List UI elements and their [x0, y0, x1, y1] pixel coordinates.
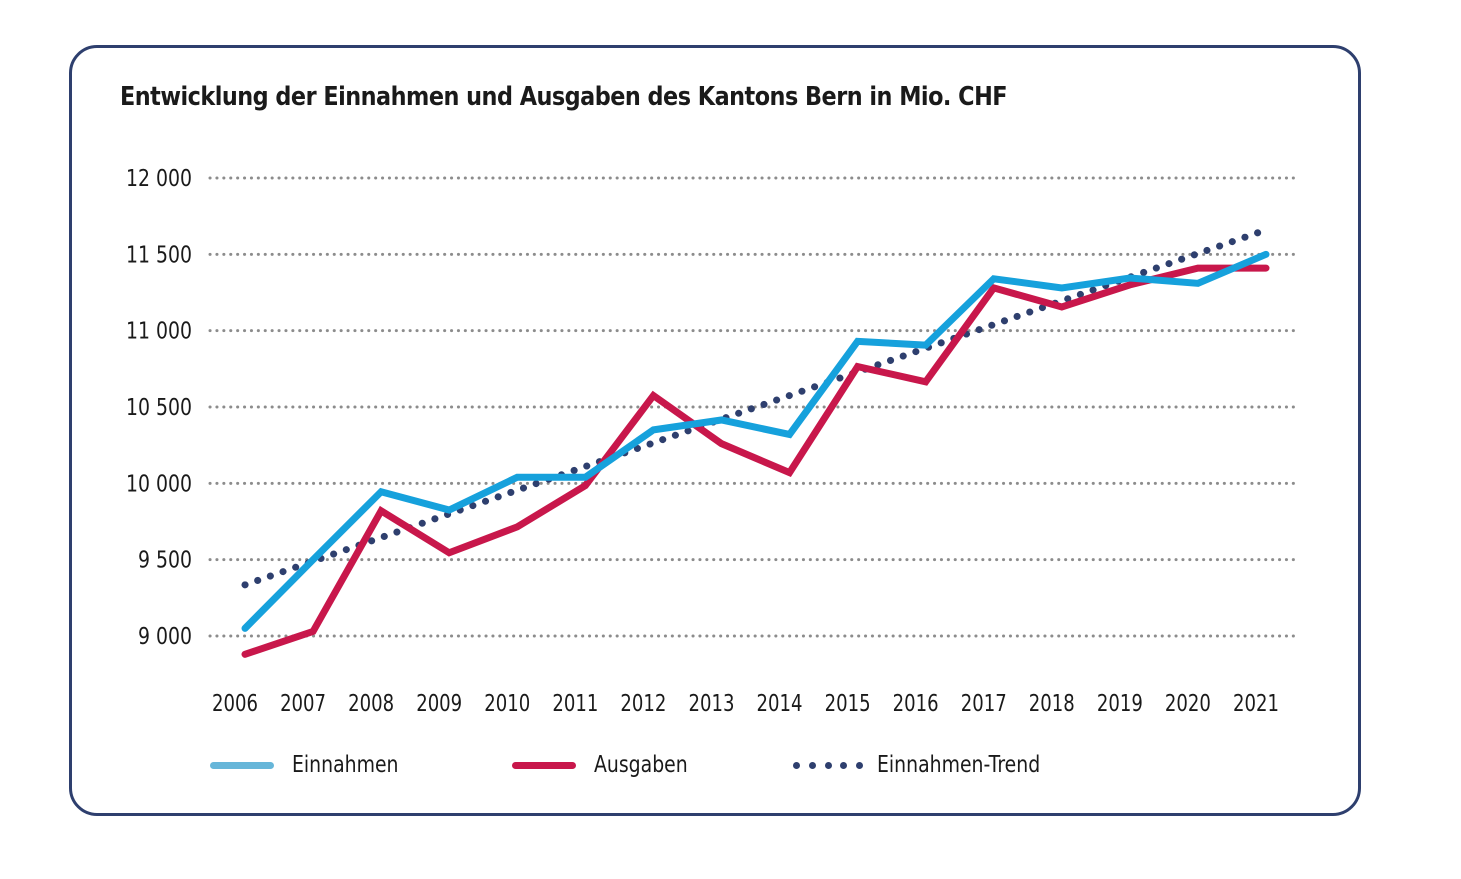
- x-tick-label: 2017: [961, 691, 1007, 717]
- legend-label-einnahmen-trend: Einnahmen-Trend: [877, 752, 1041, 778]
- x-tick-label: 2009: [416, 691, 462, 717]
- series-line-einnahmen-trend: [241, 226, 1270, 589]
- legend-item-ausgaben: Ausgaben: [512, 748, 708, 782]
- chart-frame: [69, 45, 1361, 816]
- series-line-einnahmen: [241, 250, 1270, 632]
- y-tick-label: 11 500: [126, 242, 192, 268]
- y-tick-label: 12 000: [126, 166, 192, 192]
- y-tick-label: 11 000: [126, 319, 192, 345]
- gridlines: [208, 176, 1302, 638]
- x-tick-label: 2020: [1165, 691, 1211, 717]
- legend-label-ausgaben: Ausgaben: [594, 752, 688, 778]
- legend-swatch-einnahmen-trend: [793, 761, 863, 769]
- series-group: [241, 226, 1270, 658]
- legend-swatch-ausgaben: [512, 761, 576, 769]
- chart-title: Entwicklung der Einnahmen und Ausgaben d…: [120, 82, 1008, 112]
- legend-item-einnahmen: Einnahmen: [210, 748, 422, 782]
- legend-swatch-einnahmen: [210, 761, 274, 769]
- x-tick-label: 2015: [825, 691, 871, 717]
- legend-item-einnahmen-trend: Einnahmen-Trend: [793, 748, 1076, 782]
- x-tick-label: 2012: [620, 691, 666, 717]
- x-tick-label: 2008: [348, 691, 394, 717]
- x-tick-label: 2021: [1233, 691, 1279, 717]
- x-tick-label: 2010: [484, 691, 530, 717]
- x-tick-label: 2018: [1029, 691, 1075, 717]
- series-line-ausgaben: [241, 264, 1270, 658]
- x-tick-label: 2014: [757, 691, 803, 717]
- y-tick-label: 9 000: [138, 624, 192, 650]
- y-axis-ticks: 12 000 11 500 11 000 10 500 10 000 9 500 9 000: [126, 166, 192, 650]
- x-tick-label: 2006: [212, 691, 258, 717]
- x-axis-ticks: 2006 2007 2008 2009 2010 2011 2012 2013 2014 2015…: [212, 691, 1279, 717]
- x-tick-label: 2013: [688, 691, 734, 717]
- y-tick-label: 10 500: [126, 395, 192, 421]
- x-tick-label: 2016: [893, 691, 939, 717]
- x-tick-label: 2011: [552, 691, 598, 717]
- x-tick-label: 2007: [280, 691, 326, 717]
- y-tick-label: 9 500: [138, 548, 192, 574]
- y-tick-label: 10 000: [126, 471, 192, 497]
- legend-label-einnahmen: Einnahmen: [292, 752, 399, 778]
- x-tick-label: 2019: [1097, 691, 1143, 717]
